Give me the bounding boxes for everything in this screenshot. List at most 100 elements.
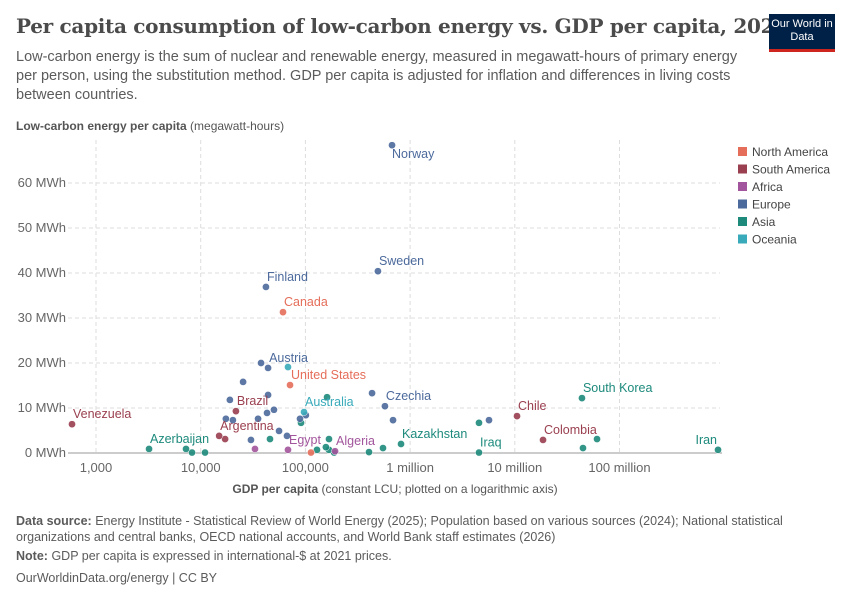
- data-point[interactable]: [374, 267, 382, 276]
- data-source: Data source: Energy Institute - Statisti…: [16, 514, 783, 544]
- data-point[interactable]: [279, 308, 287, 316]
- point-label: Brazil: [237, 394, 268, 408]
- y-tick-label: 0 MWh: [25, 445, 66, 460]
- data-point[interactable]: [307, 448, 315, 457]
- point-label: Czechia: [386, 389, 431, 403]
- point-label: Argentina: [220, 419, 274, 433]
- chart-title: Per capita consumption of low-carbon ene…: [16, 14, 788, 38]
- data-point[interactable]: [300, 408, 308, 416]
- data-point[interactable]: [275, 427, 283, 435]
- point-label: Chile: [518, 399, 547, 413]
- x-tick-label: 1,000: [80, 460, 113, 475]
- data-point[interactable]: [322, 443, 330, 451]
- data-point[interactable]: [368, 389, 376, 397]
- owid-logo[interactable]: Our World in Data: [769, 14, 835, 52]
- y-tick-label: 40 MWh: [18, 265, 66, 280]
- data-point[interactable]: [365, 448, 373, 456]
- data-point[interactable]: [222, 414, 230, 423]
- data-point[interactable]: [539, 436, 547, 444]
- point-label: Austria: [269, 351, 308, 365]
- scatter-plot: 0 MWh 10 MWh 20 MWh 30 MWh 40 MWh 50 MWh 60 MW…: [16, 119, 830, 496]
- point-label: Azerbaijan: [150, 432, 209, 446]
- point-label: Iran: [695, 433, 717, 447]
- data-point[interactable]: [264, 364, 272, 372]
- legend-item[interactable]: Africa: [752, 180, 783, 194]
- y-tick-label: 10 MWh: [18, 400, 66, 415]
- y-tick-label: 30 MWh: [18, 310, 66, 325]
- legend-swatch: [738, 147, 747, 156]
- data-point[interactable]: [251, 445, 259, 453]
- data-point[interactable]: [215, 432, 223, 440]
- data-point[interactable]: [264, 391, 272, 399]
- data-point[interactable]: [226, 396, 234, 404]
- data-point[interactable]: [262, 283, 270, 291]
- data-point[interactable]: [188, 448, 196, 457]
- x-tick-label: 1 million: [386, 460, 434, 475]
- point-label: Colombia: [544, 423, 597, 437]
- data-point[interactable]: [270, 405, 278, 414]
- data-point[interactable]: [145, 445, 153, 453]
- point-label: Algeria: [336, 434, 375, 448]
- data-point[interactable]: [239, 378, 247, 386]
- data-point[interactable]: [381, 402, 389, 411]
- legend-item[interactable]: South America: [752, 163, 830, 177]
- data-point[interactable]: [221, 435, 229, 443]
- data-point[interactable]: [323, 393, 331, 402]
- data-point[interactable]: [485, 416, 493, 424]
- source-link[interactable]: OurWorldinData.org/energy | CC BY: [16, 571, 218, 585]
- data-point[interactable]: [284, 363, 292, 371]
- y-tick-label: 60 MWh: [18, 175, 66, 190]
- data-point[interactable]: [201, 448, 209, 457]
- point-label: United States: [291, 368, 366, 382]
- x-tick-label: 10,000: [181, 460, 221, 475]
- data-point[interactable]: [475, 419, 483, 427]
- data-point[interactable]: [388, 141, 396, 150]
- data-point[interactable]: [247, 436, 255, 444]
- point-label: South Korea: [583, 381, 653, 395]
- legend-item[interactable]: North America: [752, 145, 828, 159]
- point-label: Finland: [267, 270, 308, 284]
- data-point[interactable]: [389, 416, 397, 424]
- y-tick-label: 20 MWh: [18, 355, 66, 370]
- data-point[interactable]: [283, 432, 291, 440]
- data-point[interactable]: [513, 412, 521, 420]
- data-point[interactable]: [286, 381, 294, 389]
- point-label: Iraq: [480, 436, 502, 450]
- data-point[interactable]: [714, 446, 722, 454]
- data-point[interactable]: [397, 440, 405, 448]
- legend-item[interactable]: Europe: [752, 198, 791, 212]
- data-point[interactable]: [578, 394, 586, 402]
- data-point[interactable]: [475, 448, 483, 457]
- x-tick-label: 100 million: [588, 460, 650, 475]
- data-point[interactable]: [579, 444, 587, 452]
- point-label: Canada: [284, 295, 328, 309]
- data-point[interactable]: [266, 435, 274, 443]
- point-label: Norway: [392, 147, 435, 161]
- y-tick-label: 50 MWh: [18, 220, 66, 235]
- x-tick-label: 100,000: [282, 460, 329, 475]
- data-point[interactable]: [296, 414, 304, 423]
- data-point[interactable]: [68, 420, 76, 429]
- data-point[interactable]: [593, 435, 601, 443]
- legend-swatch: [738, 182, 747, 191]
- data-point[interactable]: [254, 414, 262, 423]
- legend-swatch: [738, 234, 747, 244]
- legend-item[interactable]: Asia: [752, 215, 776, 229]
- data-point[interactable]: [331, 447, 339, 456]
- data-point[interactable]: [284, 446, 292, 454]
- chart-subtitle: Low-carbon energy is the sum of nuclear …: [16, 49, 738, 103]
- data-point[interactable]: [182, 445, 190, 453]
- legend-swatch: [738, 164, 747, 174]
- y-axis-label: Low-carbon energy per capita (megawatt-h…: [16, 119, 284, 133]
- data-point[interactable]: [257, 359, 265, 367]
- data-point[interactable]: [379, 444, 387, 452]
- point-label: Australia: [305, 395, 354, 409]
- data-point[interactable]: [263, 409, 271, 417]
- data-point[interactable]: [325, 435, 333, 443]
- legend-swatch: [738, 199, 747, 209]
- x-axis-label: GDP per capita (constant LCU; plotted on…: [232, 482, 557, 496]
- legend-item[interactable]: Oceania: [752, 233, 797, 247]
- data-point[interactable]: [232, 407, 240, 415]
- point-label: Egypt: [289, 433, 321, 447]
